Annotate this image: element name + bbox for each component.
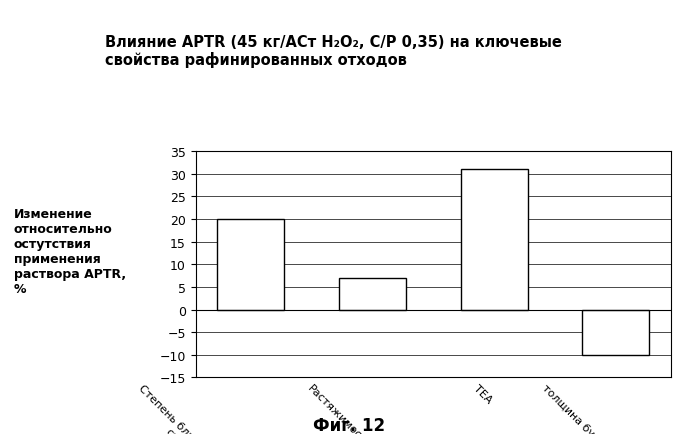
Bar (217, 220, 284, 310)
Text: Фиг. 12: Фиг. 12 (313, 416, 386, 434)
Text: Изменение
относительно
остутствия
применения
раствора APTR,
%: Изменение относительно остутствия примен… (14, 208, 126, 296)
Bar (339, 278, 406, 310)
Text: Влияние APTR (45 кг/АСт H₂O₂, C/P 0,35) на ключевые
свойства рафинированных отхо: Влияние APTR (45 кг/АСт H₂O₂, C/P 0,35) … (105, 35, 562, 68)
Bar (461, 170, 528, 310)
Bar (582, 310, 649, 355)
